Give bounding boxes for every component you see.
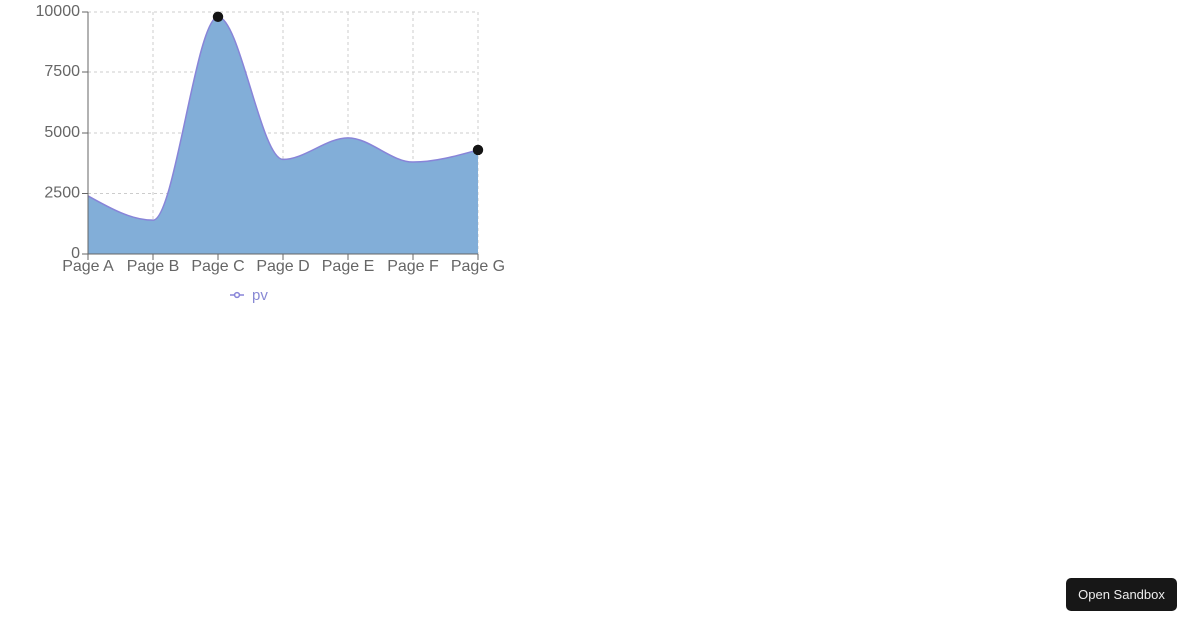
- svg-text:Page A: Page A: [62, 258, 114, 275]
- svg-text:Page B: Page B: [127, 258, 179, 275]
- svg-text:Page F: Page F: [387, 258, 439, 275]
- svg-text:2500: 2500: [44, 185, 80, 202]
- svg-text:Page G: Page G: [451, 258, 505, 275]
- svg-text:Page E: Page E: [322, 258, 374, 275]
- svg-text:Page C: Page C: [191, 258, 244, 275]
- svg-text:10000: 10000: [36, 3, 81, 20]
- svg-text:Page D: Page D: [256, 258, 309, 275]
- svg-text:7500: 7500: [44, 63, 80, 80]
- svg-text:5000: 5000: [44, 124, 80, 141]
- svg-text:pv: pv: [252, 287, 268, 304]
